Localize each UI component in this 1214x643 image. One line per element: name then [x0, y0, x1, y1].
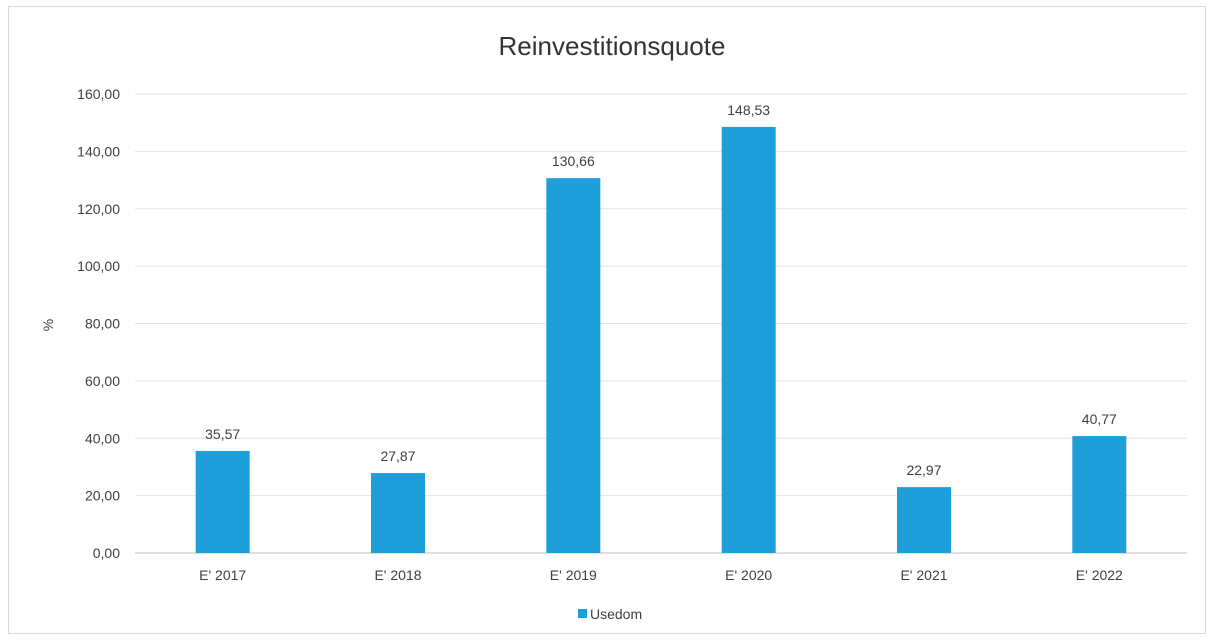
y-tick-label: 60,00: [85, 373, 120, 389]
y-tick-label: 80,00: [85, 316, 120, 332]
data-label: 27,87: [380, 448, 415, 464]
data-labels: 35,57 27,87 130,66 148,53 22,97 40,77: [205, 102, 1117, 478]
x-tick-label: E' 2019: [550, 567, 597, 583]
data-label: 35,57: [205, 426, 240, 442]
data-label: 148,53: [727, 102, 770, 118]
y-tick-label: 0,00: [93, 545, 120, 561]
gridlines: [135, 93, 1187, 554]
x-tick-label: E' 2018: [374, 567, 421, 583]
legend-swatch-usedom: [578, 609, 587, 618]
bar: [897, 487, 951, 553]
y-tick-label: 120,00: [77, 201, 120, 217]
bar: [371, 473, 425, 553]
data-label: 40,77: [1082, 411, 1117, 427]
y-tick-label: 100,00: [77, 258, 120, 274]
y-tick-label: 140,00: [77, 143, 120, 159]
chart-title: Reinvestitionsquote: [499, 31, 726, 61]
y-tick-label: 160,00: [77, 86, 120, 102]
x-tick-label: E' 2022: [1076, 567, 1123, 583]
legend: Usedom: [578, 606, 642, 622]
y-tick-label: 40,00: [85, 430, 120, 446]
y-tick-label: 20,00: [85, 488, 120, 504]
x-axis-ticks: E' 2017 E' 2018 E' 2019 E' 2020 E' 2021 E' 20…: [199, 567, 1123, 583]
y-axis-ticks: 0,00 20,00 40,00 60,00 80,00 100,00 120,00 140,…: [77, 86, 120, 561]
bar: [546, 178, 601, 553]
data-label: 22,97: [906, 462, 941, 478]
bar: [195, 450, 250, 553]
bars: [195, 126, 1127, 553]
x-tick-label: E' 2017: [199, 567, 246, 583]
bar: [1072, 436, 1127, 553]
x-tick-label: E' 2021: [900, 567, 947, 583]
legend-label-usedom: Usedom: [590, 606, 642, 622]
y-axis-label: %: [40, 319, 56, 331]
x-tick-label: E' 2020: [725, 567, 772, 583]
bar: [721, 126, 776, 553]
data-label: 130,66: [552, 153, 595, 169]
